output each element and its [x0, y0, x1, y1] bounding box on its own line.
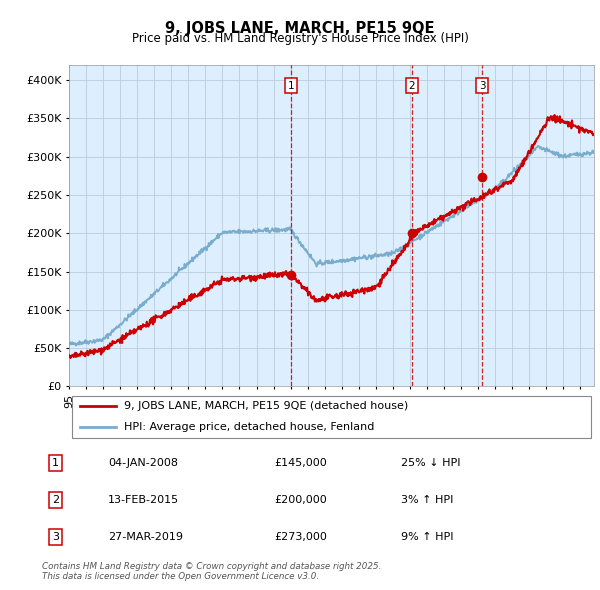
Text: 3: 3	[52, 532, 59, 542]
Text: 2: 2	[409, 81, 415, 91]
Text: 9, JOBS LANE, MARCH, PE15 9QE (detached house): 9, JOBS LANE, MARCH, PE15 9QE (detached …	[124, 401, 409, 411]
Text: 25% ↓ HPI: 25% ↓ HPI	[401, 458, 460, 468]
Text: 2: 2	[52, 495, 59, 505]
Text: HPI: Average price, detached house, Fenland: HPI: Average price, detached house, Fenl…	[124, 422, 374, 432]
FancyBboxPatch shape	[71, 396, 592, 438]
Text: 27-MAR-2019: 27-MAR-2019	[108, 532, 183, 542]
Text: 3% ↑ HPI: 3% ↑ HPI	[401, 495, 453, 505]
Text: £200,000: £200,000	[274, 495, 326, 505]
Text: 13-FEB-2015: 13-FEB-2015	[108, 495, 179, 505]
Text: 9% ↑ HPI: 9% ↑ HPI	[401, 532, 454, 542]
Text: 1: 1	[52, 458, 59, 468]
Text: £273,000: £273,000	[274, 532, 327, 542]
Text: Price paid vs. HM Land Registry's House Price Index (HPI): Price paid vs. HM Land Registry's House …	[131, 32, 469, 45]
Text: £145,000: £145,000	[274, 458, 326, 468]
Text: 9, JOBS LANE, MARCH, PE15 9QE: 9, JOBS LANE, MARCH, PE15 9QE	[165, 21, 435, 35]
Text: 1: 1	[287, 81, 294, 91]
Text: Contains HM Land Registry data © Crown copyright and database right 2025.
This d: Contains HM Land Registry data © Crown c…	[42, 562, 382, 581]
Text: 3: 3	[479, 81, 485, 91]
Text: 04-JAN-2008: 04-JAN-2008	[108, 458, 178, 468]
